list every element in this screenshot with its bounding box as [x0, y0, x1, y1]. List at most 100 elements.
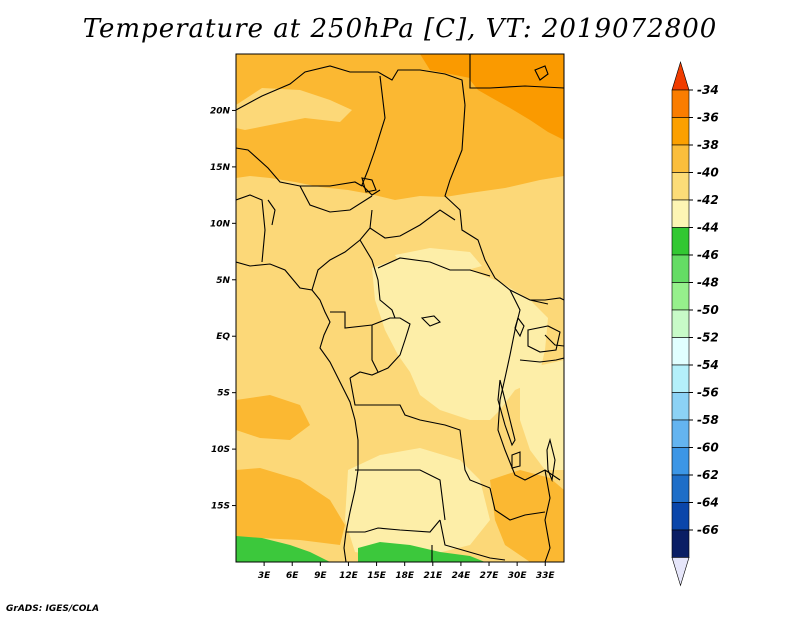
colorbar-box: [671, 419, 690, 448]
colorbar-label: -60: [697, 441, 719, 455]
y-tick-label: 10S: [211, 445, 230, 455]
border-central-4: [330, 311, 411, 379]
border-north-3: [236, 147, 363, 187]
band-40-pocket: [236, 88, 352, 130]
lake-northeast: [534, 65, 549, 81]
band-44-south: [358, 542, 485, 562]
x-tick-label: 24E: [452, 571, 472, 581]
border-central-5: [371, 325, 379, 373]
colorbar-label: -66: [697, 523, 719, 537]
band-44-southwest: [236, 536, 330, 562]
x-tick-label: 18E: [395, 571, 415, 581]
colorbar-label: -48: [697, 276, 719, 290]
border-east-2: [530, 297, 564, 301]
colorbar-label: -42: [697, 193, 719, 207]
colorbar-box: [671, 89, 690, 118]
lake-victoria: [527, 325, 561, 353]
colorbar-box: [671, 117, 690, 146]
border-west-2: [267, 199, 276, 226]
colorbar-label: -56: [697, 386, 719, 400]
border-north-1: [236, 65, 466, 111]
border-east-6: [489, 487, 546, 521]
border-central-1: [369, 209, 456, 239]
colorbar-box: [671, 364, 690, 393]
x-tick-label: 6E: [286, 571, 299, 581]
colorbar-label: -46: [697, 248, 719, 262]
x-tick-label: 15E: [367, 571, 387, 581]
colorbar-box: [671, 199, 690, 228]
colorbar-box: [671, 337, 690, 366]
border-north-2: [361, 75, 386, 196]
colorbar-box: [671, 144, 690, 173]
band-42-central: [372, 258, 548, 420]
colorbar-box: [671, 172, 690, 201]
band-42-south: [345, 448, 490, 558]
y-tick-label: 15N: [210, 163, 231, 173]
border-west-1: [236, 194, 266, 263]
band-36-northeast: [470, 54, 564, 140]
border-central-2: [359, 239, 396, 319]
border-south-1: [355, 469, 446, 521]
lake-mweru: [511, 451, 521, 469]
colorbar-label: -44: [697, 221, 719, 235]
lake-kivu-region: [420, 315, 441, 327]
colorbar-label: -64: [697, 496, 719, 510]
y-tick-label: 10N: [210, 219, 231, 229]
band-36-patch: [420, 54, 470, 78]
colorbar-label: -38: [697, 138, 719, 152]
colorbar: -34 -36 -38 -40 -42 -44 -46 -48 -50 -52 -54 -56 -58 -…: [671, 60, 719, 587]
band-38-southwest-pocket: [236, 395, 310, 440]
colorbar-label: -36: [697, 111, 719, 125]
country-borders: [236, 54, 564, 562]
border-south-2: [439, 519, 506, 561]
lake-malawi: [546, 437, 556, 483]
border-east-4: [519, 357, 564, 363]
lake-albert: [514, 316, 525, 338]
colorbar-label: -58: [697, 413, 719, 427]
border-central-3: [377, 257, 491, 277]
border-east-5: [544, 469, 551, 562]
y-tick-label: 5S: [217, 389, 230, 399]
colorbar-box: [671, 447, 690, 476]
y-tick-label: 15S: [211, 502, 230, 512]
border-north-4: [444, 104, 549, 305]
colorbar-box: [671, 254, 690, 283]
x-tick-label: 3E: [258, 571, 271, 581]
y-tick-label: EQ: [216, 332, 230, 342]
x-tick-label: 30E: [508, 571, 528, 581]
colorbar-label: -40: [697, 166, 719, 180]
coastline-west-africa: [236, 261, 359, 562]
colorbar-label: -34: [697, 83, 719, 97]
colorbar-label: -50: [697, 303, 719, 317]
colorbar-bottom-triangle: [671, 557, 690, 587]
colorbar-top-triangle: [671, 60, 690, 91]
y-axis: 20N 15N 10N 5N EQ 5S 10S 15S: [210, 106, 236, 512]
grads-credit: GrADS: IGES/COLA: [6, 604, 100, 614]
border-west-3: [299, 185, 373, 213]
temperature-field: [236, 54, 564, 562]
colorbar-box: [671, 282, 690, 311]
colorbar-label: -52: [697, 331, 719, 345]
colorbar-box: [671, 227, 690, 256]
x-tick-label: 33E: [536, 571, 556, 581]
colorbar-box: [671, 474, 690, 503]
band-38-southeast: [490, 470, 564, 562]
map-title: Temperature at 250hPa [C], VT: 201907280…: [82, 14, 718, 44]
x-tick-label: 9E: [314, 571, 327, 581]
x-tick-label: 12E: [339, 571, 359, 581]
y-tick-label: 20N: [210, 106, 231, 116]
colorbar-label: -54: [697, 358, 719, 372]
map-frame: [235, 53, 565, 563]
border-north-5: [469, 54, 564, 89]
colorbar-label: -62: [697, 468, 719, 482]
colorbar-box: [671, 309, 690, 338]
band-42-north-pocket: [395, 248, 482, 272]
band-38-southwest: [236, 468, 345, 545]
band-42-east: [520, 360, 564, 470]
colorbar-box: [671, 392, 690, 421]
border-south-3: [346, 519, 441, 533]
x-axis: 3E 6E 9E 12E 15E 18E 21E 24E 27E 30E 33E: [258, 562, 556, 581]
border-east-3: [544, 334, 564, 347]
lake-chad: [361, 177, 377, 193]
